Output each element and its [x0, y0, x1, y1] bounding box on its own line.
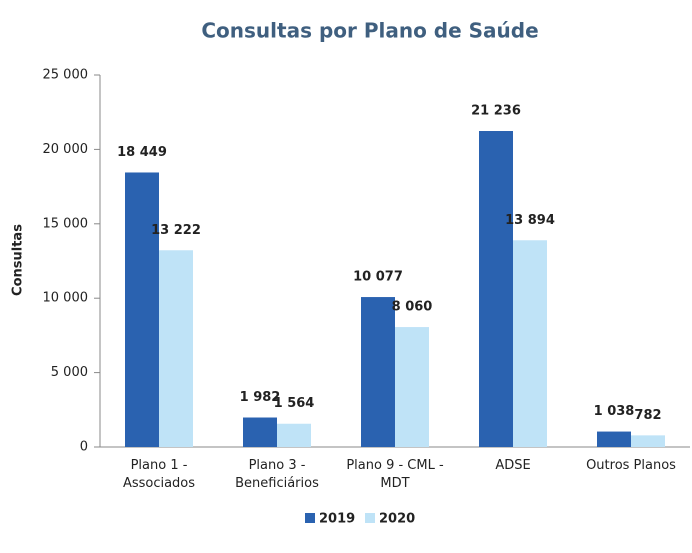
legend-label: 2020 [379, 512, 415, 527]
bar [513, 240, 547, 447]
data-label: 18 449 [117, 145, 167, 160]
chart-title: Consultas por Plano de Saúde [201, 19, 538, 43]
x-tick-label: Plano 9 - CML - MDT [346, 458, 444, 491]
data-label: 8 060 [392, 300, 433, 315]
bar [277, 423, 311, 447]
y-tick-label: 10 000 [43, 291, 89, 306]
data-label: 782 [634, 408, 661, 423]
bar [361, 297, 395, 447]
x-tick-label: Outros Planos [586, 458, 676, 473]
legend-label: 2019 [319, 512, 355, 527]
data-label: 1 038 [594, 404, 635, 419]
data-label: 1 564 [274, 396, 315, 411]
y-tick-label: 20 000 [43, 142, 89, 157]
y-tick-label: 15 000 [43, 216, 89, 231]
data-label: 13 222 [151, 223, 201, 238]
data-label: 10 077 [353, 270, 403, 285]
legend-swatch [365, 513, 375, 523]
bar [159, 250, 193, 447]
bar [597, 431, 631, 447]
bar [125, 172, 159, 447]
y-tick-label: 5 000 [51, 365, 88, 380]
data-label: 21 236 [471, 104, 521, 119]
y-tick-label: 0 [80, 440, 88, 455]
y-tick-label: 25 000 [43, 68, 89, 83]
data-label: 13 894 [505, 213, 555, 228]
x-tick-label: ADSE [495, 458, 531, 473]
legend-swatch [305, 513, 315, 523]
bar [395, 327, 429, 447]
x-tick-label: Plano 3 - Beneficiários [235, 458, 319, 491]
x-tick-label: Plano 1 - Associados [122, 458, 196, 491]
y-axis-label: Consultas [11, 224, 26, 296]
data-label: 1 982 [240, 390, 281, 405]
bar [631, 435, 665, 447]
bar [479, 131, 513, 448]
bar [243, 417, 277, 447]
